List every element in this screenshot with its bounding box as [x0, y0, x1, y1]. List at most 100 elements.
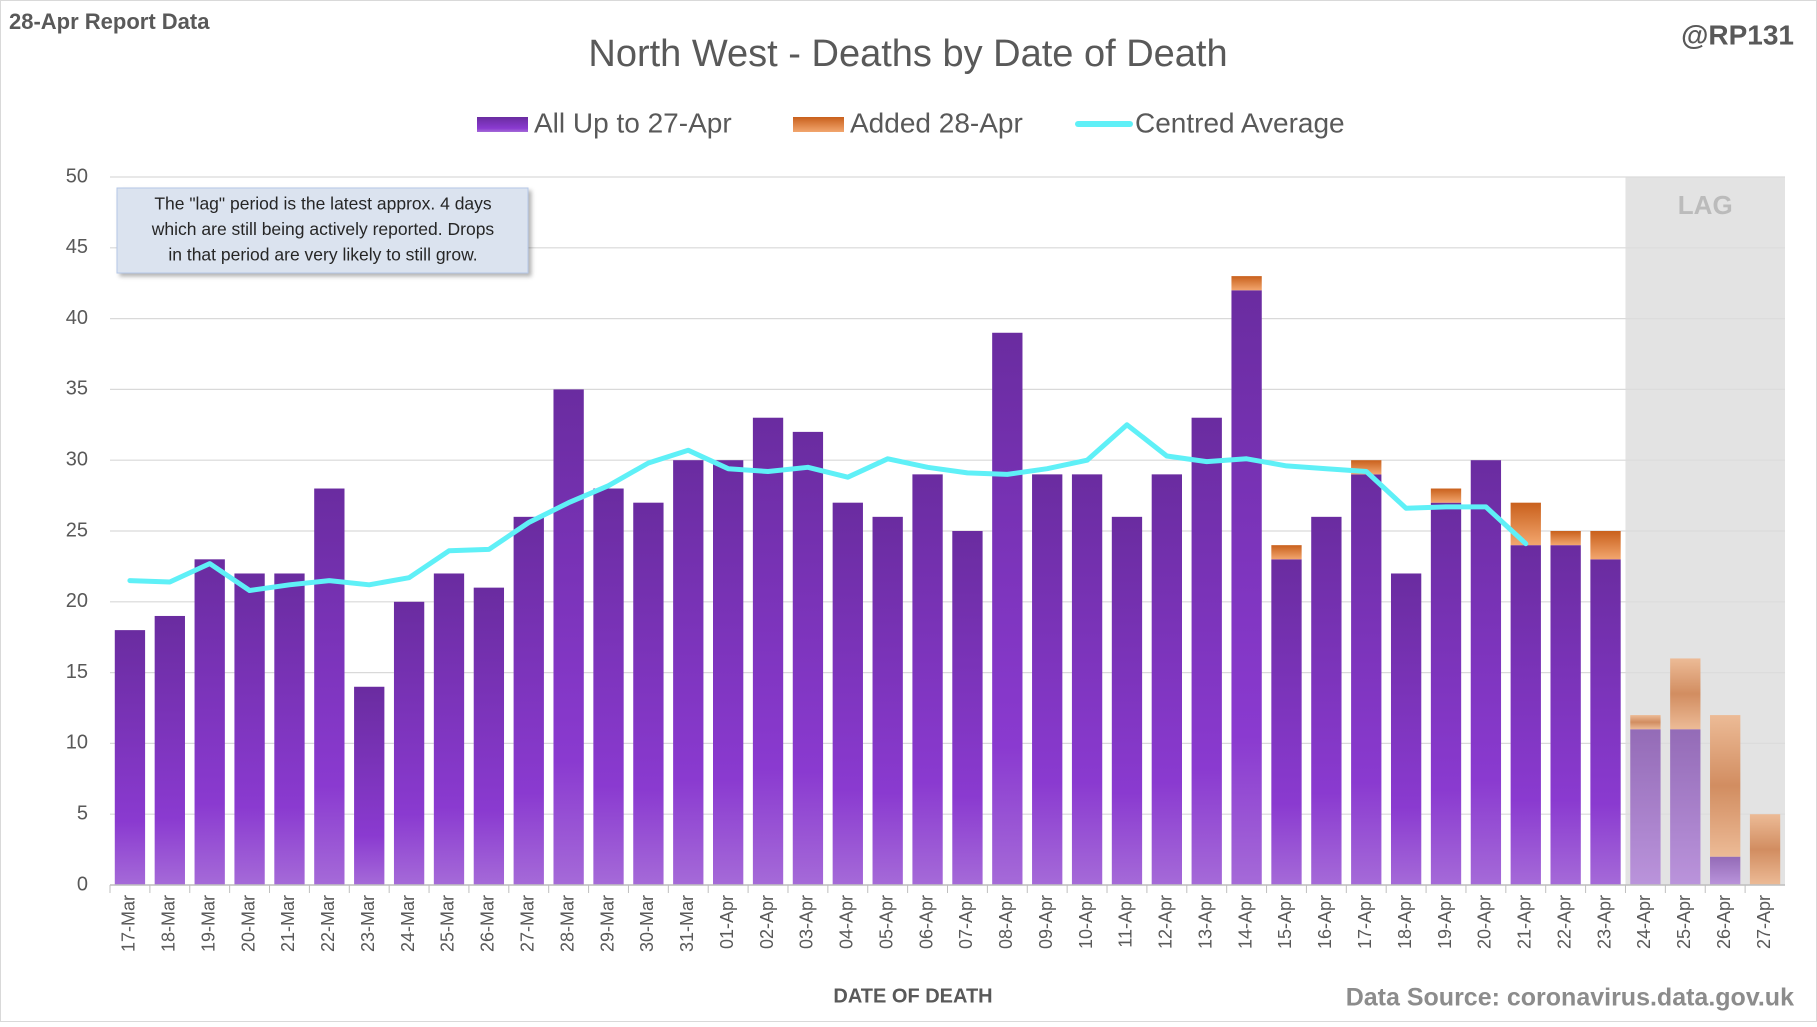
x-tick-label: 08-Apr — [996, 895, 1016, 949]
bar — [1550, 545, 1581, 885]
bar — [673, 460, 704, 885]
y-tick-label: 0 — [77, 873, 88, 895]
source: Data Source: coronavirus.data.gov.uk — [1346, 984, 1794, 1012]
bar — [952, 531, 983, 885]
x-tick-label: 19-Apr — [1435, 895, 1455, 949]
x-tick-label: 04-Apr — [837, 895, 857, 949]
bar — [1351, 474, 1382, 885]
legend-label: Centred Average — [1135, 107, 1345, 138]
x-tick-label: 24-Apr — [1634, 895, 1654, 949]
annotation-text: which are still being actively reported.… — [151, 219, 495, 239]
bar — [1710, 856, 1741, 885]
bar — [872, 516, 903, 885]
bar — [752, 417, 784, 885]
bar — [1231, 276, 1262, 291]
x-tick-label: 12-Apr — [1156, 895, 1176, 949]
x-tick-label: 27-Apr — [1754, 895, 1774, 949]
bar — [1550, 531, 1581, 546]
y-tick-label: 45 — [66, 236, 88, 258]
bar — [433, 573, 465, 885]
y-tick-label: 20 — [66, 590, 88, 612]
bar — [713, 460, 744, 885]
x-tick-label: 14-Apr — [1235, 895, 1255, 949]
bar — [114, 630, 146, 885]
lag-overlay — [1625, 177, 1785, 885]
legend-swatch — [477, 117, 528, 132]
y-tick-label: 25 — [66, 519, 88, 541]
bar — [912, 474, 943, 885]
lag-label: LAG — [1678, 190, 1733, 220]
bar — [314, 488, 345, 885]
bar — [1749, 814, 1781, 885]
legend-swatch — [793, 117, 844, 132]
handle: @RP131 — [1681, 19, 1794, 50]
bar — [593, 488, 624, 885]
legend-label: Added 28-Apr — [850, 107, 1023, 138]
x-tick-label: 13-Apr — [1195, 895, 1215, 949]
x-tick-label: 20-Apr — [1475, 895, 1495, 949]
bar — [1510, 502, 1541, 546]
report-label: 28-Apr Report Data — [9, 9, 210, 34]
x-tick-label: 21-Mar — [278, 895, 298, 952]
bar — [234, 573, 265, 885]
bar — [1510, 545, 1541, 885]
x-tick-label: 18-Mar — [159, 895, 179, 952]
bar — [1271, 545, 1302, 560]
legend-label: All Up to 27-Apr — [534, 107, 732, 138]
bar — [393, 601, 425, 885]
bar — [1670, 729, 1701, 885]
bar — [1590, 531, 1621, 560]
annotation-box — [116, 187, 529, 274]
x-tick-label: 24-Mar — [398, 895, 418, 952]
x-tick-label: 25-Apr — [1674, 895, 1694, 949]
bar — [1191, 417, 1222, 885]
bar — [1231, 290, 1262, 885]
annotation-text: The "lag" period is the latest approx. 4… — [154, 194, 492, 214]
x-tick-label: 25-Mar — [438, 895, 458, 952]
bar — [1071, 474, 1103, 885]
bar — [1311, 516, 1342, 885]
bar — [1390, 573, 1422, 885]
y-tick-label: 50 — [66, 165, 88, 187]
x-tick-label: 07-Apr — [956, 895, 976, 949]
x-tick-label: 06-Apr — [916, 895, 936, 949]
bar — [1670, 658, 1701, 730]
average-line — [127, 422, 1529, 593]
bar — [1430, 502, 1462, 885]
bar — [1032, 474, 1063, 885]
bar — [513, 516, 544, 885]
bar — [1710, 715, 1741, 857]
y-tick-label: 30 — [66, 448, 88, 470]
x-tick-label: 26-Mar — [478, 895, 498, 952]
annotation-text: in that period are very likely to still … — [168, 245, 477, 265]
x-axis-title: DATE OF DEATH — [833, 985, 992, 1007]
x-tick-label: 09-Apr — [1036, 895, 1056, 949]
x-tick-label: 17-Mar — [119, 895, 139, 952]
x-tick-label: 11-Apr — [1116, 895, 1136, 948]
bar — [473, 587, 505, 885]
bar — [1271, 559, 1302, 885]
bar — [792, 431, 824, 885]
x-tick-label: 15-Apr — [1275, 895, 1295, 949]
y-tick-label: 35 — [66, 378, 88, 400]
bar — [553, 389, 584, 885]
bar — [1630, 729, 1661, 885]
x-tick-label: 01-Apr — [717, 895, 737, 949]
x-tick-label: 23-Mar — [358, 895, 378, 952]
bar — [1590, 559, 1621, 885]
x-tick-label: 02-Apr — [757, 895, 777, 949]
bar — [354, 686, 385, 885]
bar — [274, 573, 305, 885]
x-tick-label: 31-Mar — [677, 895, 697, 952]
bar — [633, 502, 664, 885]
bar — [154, 615, 185, 885]
x-tick-label: 19-Mar — [198, 895, 218, 952]
x-tick-label: 22-Mar — [318, 895, 338, 952]
x-tick-label: 20-Mar — [238, 895, 258, 952]
bar — [1430, 488, 1462, 503]
x-tick-label: 29-Mar — [597, 895, 617, 952]
bar — [992, 332, 1023, 885]
x-tick-label: 17-Apr — [1355, 895, 1375, 949]
